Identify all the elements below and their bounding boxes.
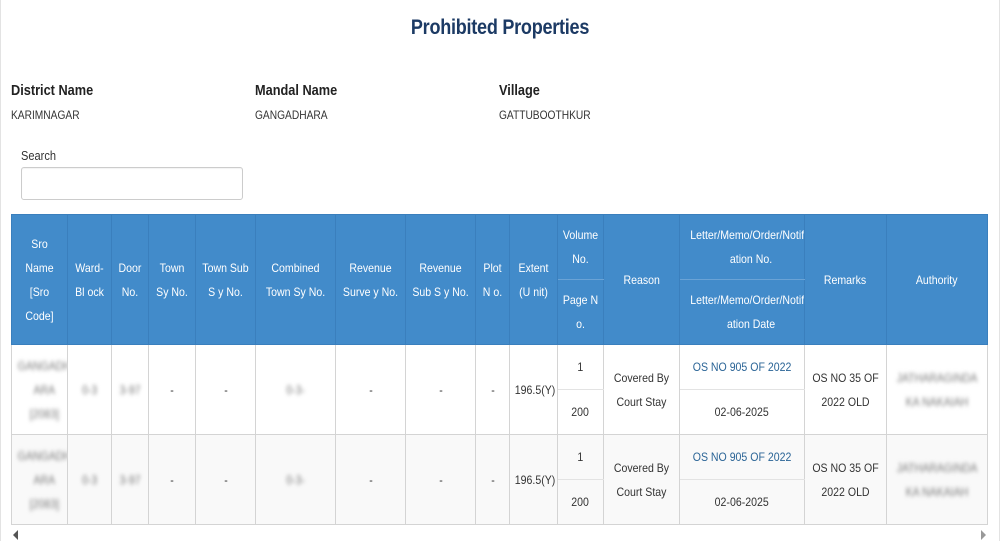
- cell-ward: 0-3: [67, 434, 112, 525]
- cell-plot: -: [475, 434, 510, 525]
- cell-combined-town-sy: 0-3-: [255, 344, 336, 435]
- village-info: Village GATTUBOOTHKUR: [499, 82, 607, 122]
- cell-letter-date: 02-06-2025: [679, 479, 805, 525]
- col-letter-no[interactable]: Letter/Memo/Order/Notific ation No.: [679, 214, 805, 280]
- col-combined-town-sy-no[interactable]: Combined Town Sy No.: [255, 214, 336, 345]
- cell-page: 200: [557, 479, 604, 525]
- col-town-sub-sy-no[interactable]: Town Sub S y No.: [195, 214, 256, 345]
- cell-volume: 1: [557, 344, 604, 390]
- letter-no-link[interactable]: OS NO 905 OF 2022: [692, 360, 792, 374]
- table-row-sub: 200 02-06-2025: [12, 479, 988, 525]
- col-letter-date[interactable]: Letter/Memo/Order/Notific ation Date: [679, 279, 805, 345]
- col-revenue-sub-sy-no[interactable]: Revenue Sub S y No.: [405, 214, 476, 345]
- cell-door: 3-97: [111, 344, 149, 435]
- cell-ward: 0-3: [67, 344, 112, 435]
- col-extent[interactable]: Extent (U nit): [509, 214, 558, 345]
- cell-reason: Covered By Court Stay: [603, 344, 680, 435]
- cell-combined-town-sy: 0-3-: [255, 434, 336, 525]
- district-value: KARIMNAGAR: [11, 108, 80, 122]
- cell-authority: JATHARAGINDA KA NAKAIAH: [886, 344, 988, 435]
- prohibited-properties-table: Sro Name [Sro Code] Ward-Bl ock Door No.…: [11, 214, 988, 525]
- scroll-left-arrow-icon[interactable]: [13, 530, 18, 540]
- col-remarks[interactable]: Remarks: [804, 214, 887, 345]
- cell-town-sub-sy: -: [195, 434, 256, 525]
- district-label: District Name: [11, 82, 94, 99]
- village-value: GATTUBOOTHKUR: [499, 108, 591, 122]
- cell-extent: 196.5(Y): [509, 434, 558, 525]
- cell-sro: GANGADH ARA [2083]: [11, 434, 68, 525]
- col-town-sy-no[interactable]: Town Sy No.: [148, 214, 196, 345]
- col-revenue-survey-no[interactable]: Revenue Surve y No.: [335, 214, 406, 345]
- cell-letter-no[interactable]: OS NO 905 OF 2022: [679, 434, 805, 480]
- cell-extent: 196.5(Y): [509, 344, 558, 435]
- cell-town-sy: -: [148, 344, 196, 435]
- cell-remarks: OS NO 35 OF 2022 OLD: [804, 344, 887, 435]
- letter-no-link[interactable]: OS NO 905 OF 2022: [692, 450, 792, 464]
- district-info: District Name KARIMNAGAR: [11, 82, 108, 122]
- search-label: Search: [21, 148, 57, 163]
- cell-revenue-survey: -: [335, 434, 406, 525]
- cell-remarks: OS NO 35 OF 2022 OLD: [804, 434, 887, 525]
- mandal-value: GANGADHARA: [255, 108, 328, 122]
- cell-plot: -: [475, 344, 510, 435]
- search-input[interactable]: [21, 167, 243, 200]
- mandal-label: Mandal Name: [255, 82, 338, 99]
- cell-page: 200: [557, 389, 604, 435]
- cell-volume: 1: [557, 434, 604, 480]
- cell-revenue-sub-sy: -: [405, 434, 476, 525]
- cell-reason: Covered By Court Stay: [603, 434, 680, 525]
- mandal-info: Mandal Name GANGADHARA: [255, 82, 352, 122]
- scroll-right-arrow-icon[interactable]: [981, 530, 986, 540]
- col-authority[interactable]: Authority: [886, 214, 988, 345]
- col-page-no[interactable]: Page N o.: [557, 279, 604, 345]
- table-row: GANGADH ARA [2083] 0-3 3-97 - - 0-3- - -…: [11, 344, 988, 435]
- cell-letter-date: 02-06-2025: [679, 389, 805, 435]
- page-title: Prohibited Properties: [410, 16, 590, 39]
- col-reason[interactable]: Reason: [603, 214, 680, 345]
- col-volume-no[interactable]: Volume No.: [557, 214, 604, 280]
- col-sro-name[interactable]: Sro Name [Sro Code]: [11, 214, 68, 345]
- cell-town-sy: -: [148, 434, 196, 525]
- col-plot-no[interactable]: Plot N o.: [475, 214, 510, 345]
- cell-sro: GANGADH ARA [2083]: [11, 344, 68, 435]
- cell-authority: JATHARAGINDA KA NAKAIAH: [886, 434, 988, 525]
- cell-revenue-sub-sy: -: [405, 344, 476, 435]
- col-door-no[interactable]: Door No.: [111, 214, 149, 345]
- cell-town-sub-sy: -: [195, 344, 256, 435]
- village-label: Village: [499, 82, 540, 99]
- cell-revenue-survey: -: [335, 344, 406, 435]
- table-row: GANGADH ARA [2083] 0-3 3-97 - - 0-3- - -…: [11, 434, 988, 525]
- col-ward-block[interactable]: Ward-Bl ock: [67, 214, 112, 345]
- cell-door: 3-97: [111, 434, 149, 525]
- cell-letter-no[interactable]: OS NO 905 OF 2022: [679, 344, 805, 390]
